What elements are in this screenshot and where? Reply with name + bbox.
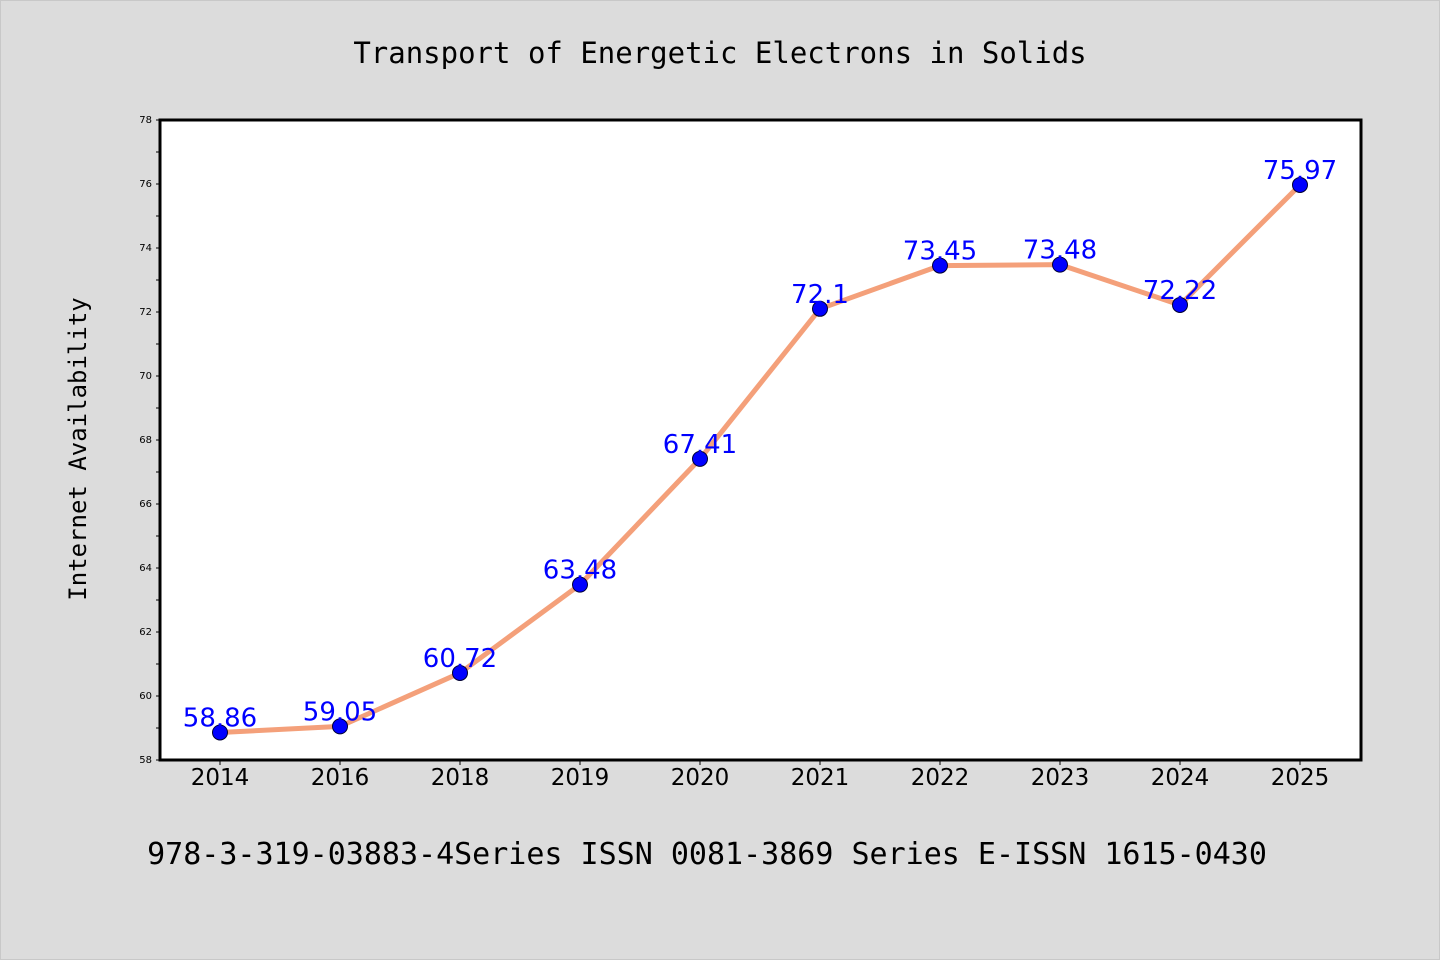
data-point	[932, 257, 948, 274]
y-tick-label: 66	[139, 499, 152, 510]
data-point	[212, 724, 228, 741]
x-axis: 2014 2016 2018 2019 2020 2021 2022 2023 2024 2025	[191, 760, 1330, 791]
y-tick-label: 76	[139, 179, 152, 190]
data-point	[812, 300, 828, 317]
data-label: 63.48	[543, 556, 617, 586]
x-tick-label: 2025	[1271, 765, 1330, 791]
data-label: 72.1	[791, 280, 849, 310]
y-tick-label: 60	[139, 691, 152, 702]
data-label: 72.22	[1143, 276, 1217, 306]
data-label: 75.97	[1263, 156, 1337, 186]
data-point	[572, 576, 588, 593]
data-point	[1172, 296, 1188, 313]
data-label: 59.05	[303, 697, 377, 727]
data-label: 58.86	[183, 703, 257, 733]
footer-isbn-issn: 978-3-319-03883-4Series ISSN 0081-3869 S…	[147, 837, 1267, 872]
plot-area	[158, 118, 1363, 762]
x-tick-label: 2018	[431, 765, 490, 791]
data-point	[692, 450, 708, 467]
y-tick-label: 70	[139, 371, 152, 382]
series-layer: 58.86 59.05 60.72 63.48 67.41 72.1 73.45 73.48 7…	[183, 156, 1337, 741]
y-tick-label: 58	[139, 755, 152, 766]
x-tick-label: 2022	[911, 765, 970, 791]
data-point	[1052, 256, 1068, 273]
y-axis: 58 60 62 64 66 68 70 72 74 76 78	[139, 115, 160, 766]
y-axis-label: Internet Availability	[64, 297, 92, 600]
chart-title: Transport of Energetic Electrons in Soli…	[353, 36, 1086, 70]
y-tick-label: 64	[139, 563, 152, 574]
data-label: 73.45	[903, 237, 977, 267]
series-line	[217, 182, 1303, 735]
data-label: 67.41	[663, 430, 737, 460]
data-point	[332, 718, 348, 735]
data-label: 73.48	[1023, 236, 1097, 266]
x-tick-label: 2014	[191, 765, 250, 791]
y-tick-label: 62	[139, 627, 152, 638]
y-tick-label: 78	[139, 115, 152, 126]
y-tick-label: 74	[139, 243, 152, 254]
data-label: 60.72	[423, 644, 497, 674]
x-tick-label: 2019	[551, 765, 610, 791]
x-tick-label: 2016	[311, 765, 370, 791]
x-tick-label: 2023	[1031, 765, 1090, 791]
data-point	[1292, 176, 1308, 193]
x-tick-label: 2021	[791, 765, 850, 791]
x-tick-label: 2024	[1151, 765, 1210, 791]
x-tick-label: 2020	[671, 765, 730, 791]
data-point	[452, 664, 468, 681]
y-tick-label: 72	[139, 307, 152, 318]
y-tick-label: 68	[139, 435, 152, 446]
